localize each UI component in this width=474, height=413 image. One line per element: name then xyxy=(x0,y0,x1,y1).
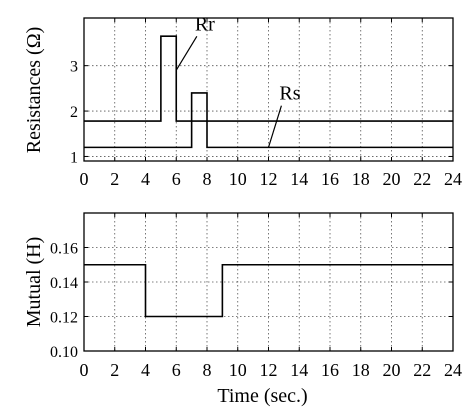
x-tick-label: 14 xyxy=(290,169,308,189)
x-tick-label: 4 xyxy=(141,360,150,380)
x-tick-label: 6 xyxy=(172,169,181,189)
x-tick-label: 4 xyxy=(141,169,150,189)
y-tick-label: 0.10 xyxy=(50,344,78,361)
x-tick-label: 18 xyxy=(352,360,370,380)
annotation-pointer xyxy=(267,105,282,148)
annotation-pointer xyxy=(175,35,198,71)
x-tick-label: 12 xyxy=(260,169,278,189)
x-tick-label: 20 xyxy=(383,169,401,189)
annotation-label-rr: Rr xyxy=(195,13,215,35)
y-tick-label: 1 xyxy=(70,149,78,166)
x-tick-label: 2 xyxy=(110,169,119,189)
x-tick-label: 0 xyxy=(80,169,89,189)
annotation-label-rs: Rs xyxy=(279,83,300,105)
x-tick-label: 22 xyxy=(413,169,431,189)
x-tick-label: 24 xyxy=(444,360,462,380)
x-tick-label: 16 xyxy=(321,360,339,380)
x-tick-label: 12 xyxy=(260,360,278,380)
y-tick-label: 0.12 xyxy=(50,310,78,327)
x-tick-label: 8 xyxy=(203,169,212,189)
x-tick-label: 14 xyxy=(290,360,308,380)
series-line-rs xyxy=(84,92,453,149)
x-tick-label: 22 xyxy=(413,360,431,380)
y-tick-label: 0.14 xyxy=(50,275,78,292)
y-axis-label: Mutual (H) xyxy=(23,237,45,328)
y-tick-label: 2 xyxy=(70,104,78,121)
x-tick-label: 24 xyxy=(444,169,462,189)
x-tick-label: 20 xyxy=(383,360,401,380)
x-tick-label: 10 xyxy=(229,360,247,380)
series-line-rr xyxy=(84,35,453,122)
x-tick-label: 18 xyxy=(352,169,370,189)
mutual-inductance-chart: 0 2 4 6 8 10 12 14 16 18 20 22 240.100.120.140.16Mut… xyxy=(23,212,462,407)
x-tick-label: 6 xyxy=(172,360,181,380)
x-tick-label: 2 xyxy=(110,360,119,380)
x-tick-label: 16 xyxy=(321,169,339,189)
y-axis-label: Resistances (Ω) xyxy=(23,27,45,154)
y-tick-label: 0.16 xyxy=(50,241,78,258)
y-tick-label: 3 xyxy=(70,59,78,76)
x-tick-label: 8 xyxy=(203,360,212,380)
x-tick-label: 10 xyxy=(229,169,247,189)
x-axis-label: Time (sec.) xyxy=(217,385,307,407)
x-tick-label: 0 xyxy=(80,360,89,380)
series-line xyxy=(84,263,453,318)
